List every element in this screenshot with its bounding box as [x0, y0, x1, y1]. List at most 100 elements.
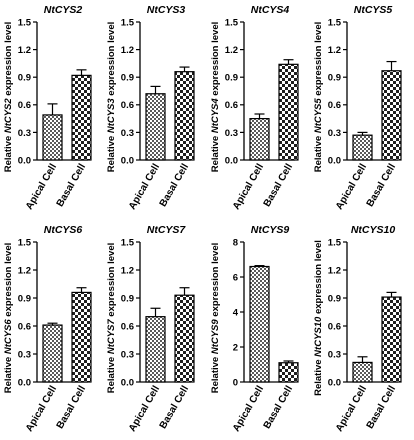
- bar-basal: [381, 70, 402, 161]
- y-tick-label: 1.5: [328, 237, 342, 248]
- y-tick-label: 0.0: [225, 155, 238, 166]
- bar-apical: [145, 316, 166, 383]
- x-category-label: Apical Cell: [127, 384, 162, 434]
- chart-title: NtCYS2: [44, 4, 83, 16]
- y-tick-label: 1.2: [121, 45, 134, 56]
- chart-title: NtCYS9: [251, 224, 290, 236]
- y-tick-label: 0.6: [328, 321, 341, 332]
- y-tick-label: 0.3: [328, 128, 341, 139]
- x-category-label: Basal Cell: [365, 384, 399, 431]
- y-axis-label: Relative NtCYS6 expression level: [3, 243, 14, 394]
- x-category-label: Basal Cell: [55, 162, 89, 209]
- panels: NtCYS2 0.0 0.3 0.6 0.9 1.2 1.5 Relative NtCYS2 …: [3, 4, 402, 434]
- y-tick-label: 0.6: [121, 100, 134, 111]
- y-tick-label: 0.6: [121, 321, 134, 332]
- bar-basal: [71, 74, 92, 161]
- chart-title: NtCYS4: [251, 4, 290, 16]
- y-tick-label: 0.9: [121, 73, 134, 84]
- y-tick-label: 1.2: [328, 265, 341, 276]
- chart-panel-5: NtCYS6 0.0 0.3 0.6 0.9 1.2 1.5 Relative NtCYS6 …: [3, 224, 92, 434]
- y-tick-label: 0.9: [328, 73, 341, 84]
- chart-title: NtCYS7: [147, 224, 187, 236]
- x-category-label: Apical Cell: [127, 162, 162, 212]
- x-category-label: Basal Cell: [365, 162, 399, 209]
- y-axis-label: Relative NtCYS4 expression level: [210, 22, 221, 173]
- x-category-label: Basal Cell: [262, 162, 296, 209]
- y-tick-label: 1.5: [121, 237, 135, 248]
- x-category-label: Apical Cell: [24, 384, 59, 434]
- y-tick-label: 0.0: [18, 377, 31, 388]
- y-tick-label: 1.2: [225, 45, 238, 56]
- y-tick-label: 0.3: [18, 349, 31, 360]
- y-tick-label: 1.5: [328, 17, 342, 28]
- x-category-label: Apical Cell: [334, 162, 369, 212]
- y-tick-label: 0.6: [18, 100, 31, 111]
- y-tick-label: 0.0: [121, 377, 134, 388]
- bar-apical: [42, 324, 63, 383]
- x-category-label: Apical Cell: [231, 384, 266, 434]
- y-tick-label: 1.2: [328, 45, 341, 56]
- y-axis-label: Relative NtCYS9 expression level: [210, 243, 221, 394]
- chart-title: NtCYS3: [147, 4, 186, 16]
- y-tick-label: 0.0: [18, 155, 31, 166]
- y-axis-label: Relative NtCYS2 expression level: [3, 22, 14, 173]
- x-category-label: Basal Cell: [262, 384, 296, 431]
- y-tick-label: 4: [233, 307, 239, 318]
- y-tick-label: 0.9: [18, 73, 31, 84]
- y-tick-label: 0: [233, 377, 238, 388]
- y-tick-label: 1.5: [225, 17, 239, 28]
- y-tick-label: 0.6: [18, 321, 31, 332]
- y-axis-label: Relative NtCYS7 expression level: [106, 243, 117, 394]
- chart-title: NtCYS6: [44, 224, 83, 236]
- y-tick-label: 1.5: [18, 17, 32, 28]
- y-tick-label: 0.6: [225, 100, 238, 111]
- x-category-label: Basal Cell: [55, 384, 89, 431]
- y-tick-label: 0.3: [121, 128, 134, 139]
- y-tick-label: 1.5: [18, 237, 32, 248]
- chart-title: NtCYS10: [351, 224, 396, 236]
- chart-panel-6: NtCYS7 0.0 0.3 0.6 0.9 1.2 1.5 Relative NtCYS7 …: [106, 224, 195, 434]
- chart-panel-2: NtCYS3 0.0 0.3 0.6 0.9 1.2 1.5 Relative NtCYS3 …: [106, 4, 195, 212]
- y-tick-label: 0.3: [225, 128, 238, 139]
- bar-basal: [71, 291, 92, 383]
- y-axis-label: Relative NtCYS10 expression level: [313, 240, 324, 396]
- bar-apical: [249, 265, 270, 383]
- y-tick-label: 0.3: [328, 349, 341, 360]
- bar-basal: [174, 294, 195, 383]
- y-tick-label: 0.0: [121, 155, 134, 166]
- y-axis-label: Relative NtCYS3 expression level: [106, 22, 117, 173]
- y-tick-label: 0.9: [121, 293, 134, 304]
- x-category-label: Apical Cell: [24, 162, 59, 212]
- bar-apical: [352, 361, 373, 383]
- bar-apical: [249, 117, 270, 161]
- bar-basal: [278, 362, 299, 383]
- y-tick-label: 0.9: [225, 73, 238, 84]
- y-tick-label: 1.5: [121, 17, 135, 28]
- chart-title: NtCYS5: [354, 4, 393, 16]
- y-axis-label: Relative NtCYS5 expression level: [313, 22, 324, 173]
- y-tick-label: 0.0: [328, 377, 341, 388]
- y-tick-label: 0.9: [18, 293, 31, 304]
- bar-apical: [352, 134, 373, 161]
- chart-panel-7: NtCYS9 0 2 4 6 8 Relative NtCYS9 expression le…: [210, 224, 299, 434]
- y-tick-label: 0.3: [121, 349, 134, 360]
- y-tick-label: 1.2: [18, 45, 31, 56]
- chart-panel-8: NtCYS10 0.0 0.3 0.6 0.9 1.2 1.5 Relative NtCYS1…: [313, 224, 402, 434]
- x-category-label: Basal Cell: [158, 384, 192, 431]
- y-tick-label: 0.0: [328, 155, 341, 166]
- chart-panel-4: NtCYS5 0.0 0.3 0.6 0.9 1.2 1.5 Relative NtCYS5 …: [313, 4, 402, 212]
- chart-panel-3: NtCYS4 0.0 0.3 0.6 0.9 1.2 1.5 Relative NtCYS4 …: [210, 4, 299, 212]
- x-category-label: Apical Cell: [231, 162, 266, 212]
- y-tick-label: 0.3: [18, 128, 31, 139]
- bar-apical: [42, 114, 63, 161]
- y-tick-label: 2: [233, 342, 238, 353]
- y-tick-label: 1.2: [18, 265, 31, 276]
- bar-apical: [145, 93, 166, 161]
- y-tick-label: 8: [233, 237, 238, 248]
- y-tick-label: 1.2: [121, 265, 134, 276]
- y-tick-label: 0.6: [328, 100, 341, 111]
- y-tick-label: 0.9: [328, 293, 341, 304]
- x-category-label: Apical Cell: [334, 384, 369, 434]
- bar-basal: [278, 63, 299, 161]
